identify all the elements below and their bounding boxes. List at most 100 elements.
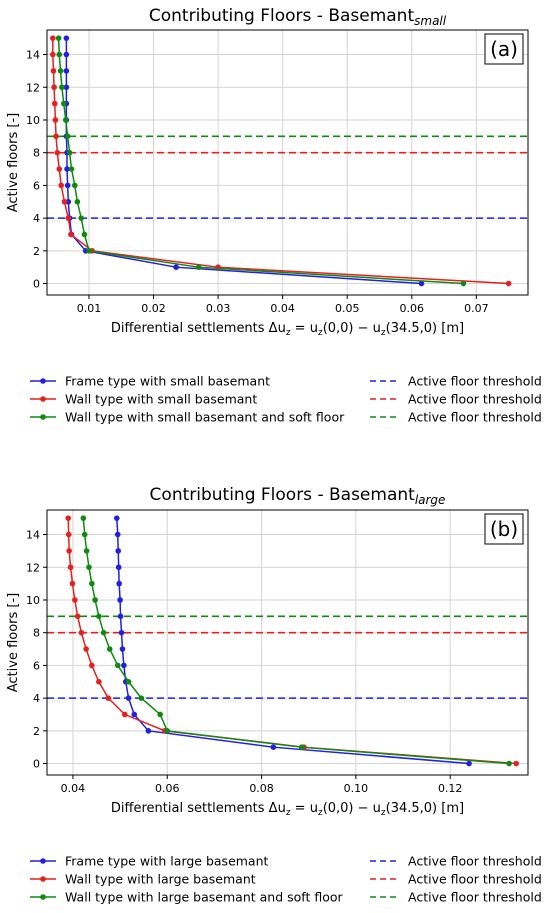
data-point bbox=[63, 68, 70, 74]
data-point bbox=[63, 84, 70, 91]
legend-label: Wall type with large basemant and soft f… bbox=[65, 890, 343, 905]
data-point bbox=[59, 84, 65, 91]
y-tick-label: 14 bbox=[26, 49, 40, 62]
data-point bbox=[65, 215, 72, 221]
data-point bbox=[65, 531, 72, 538]
data-point bbox=[121, 662, 127, 669]
data-point bbox=[115, 564, 122, 571]
legend-threshold-label: Active floor threshold bbox=[408, 854, 542, 869]
legend-marker bbox=[40, 414, 46, 420]
data-point bbox=[100, 629, 107, 636]
data-point bbox=[69, 580, 76, 587]
data-point bbox=[88, 662, 95, 669]
legend-threshold-label: Active floor threshold bbox=[408, 392, 542, 407]
data-point bbox=[113, 515, 120, 521]
y-tick-label: 6 bbox=[33, 659, 40, 672]
data-point bbox=[71, 182, 78, 189]
data-point bbox=[60, 100, 67, 107]
data-point bbox=[78, 215, 85, 221]
data-point bbox=[55, 35, 62, 41]
data-point bbox=[80, 515, 87, 521]
x-tick-label: 0.04 bbox=[61, 782, 86, 795]
data-point bbox=[54, 149, 61, 156]
plot-frame bbox=[46, 509, 529, 776]
x-tick-label: 0.04 bbox=[270, 302, 295, 315]
data-point bbox=[270, 744, 277, 750]
series-line bbox=[65, 38, 422, 285]
y-tick-label: 12 bbox=[26, 81, 40, 94]
data-point bbox=[92, 597, 98, 603]
series-line bbox=[52, 38, 509, 285]
legend-marker bbox=[40, 876, 46, 882]
data-point bbox=[86, 248, 92, 254]
panel-tag: (a) bbox=[490, 37, 518, 61]
x-tick-label: 0.06 bbox=[155, 782, 180, 795]
legend-label: Wall type with small basemant and soft f… bbox=[65, 410, 345, 425]
x-tick-label: 0.03 bbox=[206, 302, 231, 315]
data-point bbox=[78, 629, 85, 636]
chart-title: Contributing Floors - Basemantsmall bbox=[149, 6, 447, 28]
data-point bbox=[81, 231, 88, 238]
legend-label: Frame type with large basemant bbox=[65, 854, 269, 869]
y-axis-label: Active floors [-] bbox=[6, 113, 21, 213]
data-point bbox=[68, 231, 74, 238]
data-point bbox=[96, 678, 102, 685]
legend-label: Frame type with small basemant bbox=[65, 374, 270, 389]
panel-tag: (b) bbox=[490, 517, 518, 541]
data-point bbox=[81, 531, 88, 538]
data-point bbox=[64, 166, 70, 172]
data-point bbox=[66, 149, 73, 156]
data-point bbox=[157, 711, 163, 718]
legend-marker bbox=[40, 396, 46, 402]
data-point bbox=[164, 728, 171, 734]
data-point bbox=[115, 548, 122, 554]
data-point bbox=[117, 597, 123, 603]
series-line bbox=[57, 38, 464, 285]
data-point bbox=[122, 711, 128, 718]
legend: Frame type with small basemant Wall type … bbox=[30, 374, 542, 425]
y-tick-label: 14 bbox=[26, 529, 40, 542]
data-point bbox=[116, 580, 122, 587]
data-point bbox=[63, 51, 70, 58]
legend-threshold-label: Active floor threshold bbox=[408, 872, 542, 887]
legend-marker bbox=[40, 858, 46, 864]
data-point bbox=[125, 678, 132, 685]
y-tick-label: 4 bbox=[33, 212, 40, 225]
data-point bbox=[52, 117, 59, 123]
data-point bbox=[96, 613, 102, 620]
data-point bbox=[105, 695, 112, 701]
legend-threshold-label: Active floor threshold bbox=[408, 410, 542, 425]
series-line bbox=[67, 518, 517, 765]
data-point bbox=[64, 133, 71, 140]
data-point bbox=[51, 84, 57, 91]
data-point bbox=[63, 35, 70, 41]
y-tick-label: 6 bbox=[33, 179, 40, 192]
series-line bbox=[82, 518, 510, 765]
chart-title: Contributing Floors - Basemantlarge bbox=[150, 485, 446, 507]
data-point bbox=[53, 133, 59, 140]
x-axis-label: Differential settlements Δuz = uz(0,0) −… bbox=[111, 801, 464, 818]
data-point bbox=[106, 646, 113, 652]
panel-tag-box bbox=[484, 33, 524, 65]
x-tick-label: 0.06 bbox=[400, 302, 425, 315]
panel-tag-box bbox=[484, 513, 524, 545]
data-point bbox=[466, 760, 472, 767]
y-tick-label: 0 bbox=[33, 758, 40, 771]
data-point bbox=[74, 613, 81, 620]
legend-label: Wall type with small basemant bbox=[65, 392, 257, 407]
y-tick-label: 0 bbox=[33, 278, 40, 291]
data-point bbox=[57, 68, 64, 74]
chart-panel-a: 0.01 0.02 0.03 0.04 0.05 0.06 0.07 0 2 4 6 8 10 12 14 (… bbox=[6, 6, 542, 425]
data-point bbox=[83, 646, 89, 652]
legend-threshold-label: Active floor threshold bbox=[408, 890, 542, 905]
data-point bbox=[58, 182, 65, 189]
data-point bbox=[74, 198, 81, 205]
data-point bbox=[65, 515, 72, 521]
data-point bbox=[68, 166, 75, 172]
x-tick-label: 0.08 bbox=[249, 782, 274, 795]
x-tick-label: 0.12 bbox=[438, 782, 463, 795]
data-point bbox=[86, 564, 92, 571]
data-point bbox=[66, 548, 72, 554]
data-point bbox=[50, 35, 56, 41]
